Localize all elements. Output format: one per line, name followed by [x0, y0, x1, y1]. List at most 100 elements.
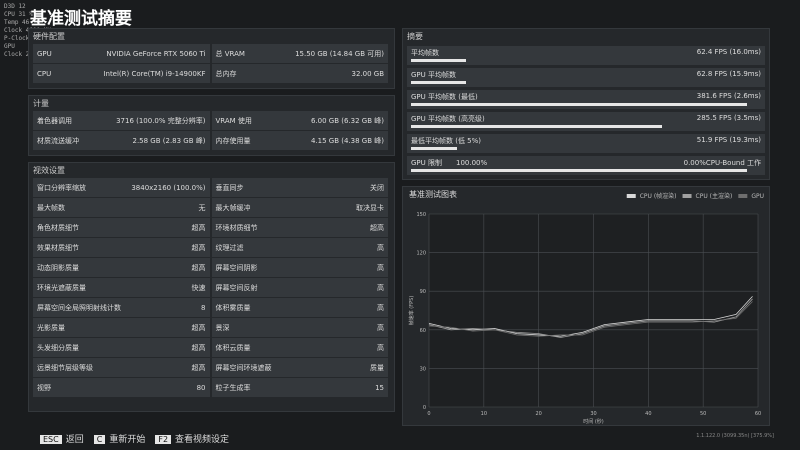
setting-label: 纹理过滤 [215, 243, 244, 252]
setting-label: 屏幕空间全局照明射线计数 [37, 303, 121, 312]
setting-label: 角色材质细节 [37, 223, 79, 232]
setting-label: 动态阴影质量 [37, 263, 79, 272]
setting: 着色器调用 3716 (100.0% 完整分辨率) [33, 111, 210, 130]
setting-label: 屏幕空间环境遮蔽 [215, 363, 272, 372]
settings-row: 光影质量 超高 景深 高 [33, 318, 390, 337]
summary-row: GPU 平均帧数 62.8 FPS (15.9ms) [407, 68, 765, 87]
x-axis-label: 时间 (秒) [583, 418, 604, 425]
chart-panel: 基准测试图表 0 30 60 90 120 150 0 10 20 30 40 50 60 时间 (秒) 帧速… [402, 186, 770, 426]
x-tick-label: 20 [535, 411, 541, 417]
setting: 动态阴影质量 超高 [33, 258, 210, 277]
settings-row: 效果材质细节 超高 纹理过滤 高 [33, 238, 390, 257]
setting-label: 体积雾质量 [215, 303, 251, 312]
fps-bar [411, 81, 467, 84]
setting-value: 超高 [191, 323, 206, 332]
legend-label: CPU (帧渲染) [640, 192, 677, 200]
y-tick-label: 30 [420, 366, 426, 372]
setting: 屏幕空间全局照明射线计数 8 [33, 298, 210, 317]
setting-value: 超高 [191, 223, 206, 232]
settings-row: 角色材质细节 超高 环境材质细节 超高 [33, 218, 390, 237]
setting-value: 4.15 GB (4.38 GB 峰) [311, 136, 384, 145]
setting: 景深 高 [211, 318, 388, 337]
section-panel: 硬件配置 GPU NVIDIA GeForce RTX 5060 Ti 总 VRAM 1… [28, 28, 395, 89]
setting-value: 高 [377, 343, 384, 352]
summary-value: 381.6 FPS (2.6ms) [697, 92, 761, 100]
setting-value: 高 [377, 283, 384, 292]
legend-label: CPU (主渲染) [696, 192, 733, 200]
setting-value: 3840x2160 (100.0%) [131, 183, 206, 192]
fps-bar [411, 103, 747, 106]
key-label: 返回 [65, 435, 84, 445]
setting: 纹理过滤 高 [211, 238, 388, 257]
setting-value: 2.58 GB (2.83 GB 峰) [132, 136, 206, 145]
setting-label: 着色器调用 [37, 116, 72, 125]
setting-value: 80 [196, 383, 206, 392]
limit-row: GPU 限制 100.00% 0.00%CPU-Bound 工作 [407, 156, 765, 175]
settings-row: GPU NVIDIA GeForce RTX 5060 Ti 总 VRAM 15.50… [33, 44, 390, 63]
setting: 最大帧缓冲 取决显卡 [211, 198, 388, 217]
summary-label: GPU 平均帧数 [411, 71, 456, 79]
setting: VRAM 使用 6.00 GB (6.32 GB 峰) [211, 111, 388, 130]
summary-value: 51.9 FPS (19.3ms) [697, 136, 761, 144]
settings-row: 着色器调用 3716 (100.0% 完整分辨率) VRAM 使用 6.00 GB (… [33, 111, 390, 130]
legend-swatch [682, 194, 692, 198]
settings-row: 材质流送缓冲 2.58 GB (2.83 GB 峰) 内存使用量 4.15 GB (4… [33, 131, 390, 150]
key-hint: C 重新开始 [93, 432, 145, 445]
setting-label: 屏幕空间阴影 [215, 263, 258, 272]
setting: 环境光遮蔽质量 快速 [33, 278, 210, 297]
page-title: 基准测试摘要 [30, 9, 132, 29]
setting-label: VRAM 使用 [215, 116, 252, 125]
setting-label: 屏幕空间反射 [215, 283, 258, 292]
setting: 光影质量 超高 [33, 318, 210, 337]
setting-value: 8 [201, 303, 206, 312]
setting-label: 材质流送缓冲 [37, 136, 79, 145]
setting-label: GPU [37, 49, 52, 58]
setting-value: 32.00 GB [351, 69, 385, 78]
setting-value: 质量 [370, 363, 384, 372]
setting-value: 超高 [191, 343, 206, 352]
y-tick-label: 150 [416, 212, 426, 218]
section-title: 计量 [33, 99, 49, 108]
section-title: 硬件配置 [33, 32, 65, 41]
summary-value: 62.4 FPS (16.0ms) [697, 48, 761, 56]
setting-value: Intel(R) Core(TM) i9-14900KF [103, 69, 206, 78]
settings-row: 最大帧数 无最大帧缓冲 取决显卡 [33, 198, 390, 217]
summary-value: 285.5 FPS (3.5ms) [697, 114, 761, 122]
setting-label: 体积云质量 [215, 343, 251, 352]
legend-label: GPU [751, 193, 764, 200]
setting-value: 高 [377, 303, 384, 312]
setting-value: 超高 [191, 363, 206, 372]
setting-label: CPU [37, 69, 52, 78]
fps: 62.8 FPS [696, 70, 728, 78]
setting-value: 超高 [370, 223, 384, 232]
setting: 远景细节层级等级 超高 [33, 358, 210, 377]
setting: 体积云质量 高 [211, 338, 388, 357]
setting: 屏幕空间环境遮蔽 质量 [211, 358, 388, 377]
setting-value: 3716 (100.0% 完整分辨率) [116, 116, 206, 125]
key-cap: F2 [155, 435, 172, 444]
key-cap: C [93, 435, 106, 444]
setting-label: 垂直同步 [215, 183, 244, 192]
summary-row: 平均帧数 62.4 FPS (16.0ms) [407, 46, 765, 65]
osd-line: Temp 46 °C [4, 19, 41, 26]
setting-label: 粒子生成率 [215, 383, 251, 392]
frametime: (3.5ms) [733, 114, 761, 122]
setting-value: 6.00 GB (6.32 GB 峰) [311, 116, 384, 125]
series-line [428, 301, 753, 337]
settings-row: 头发细分质量 超高 体积云质量 高 [33, 338, 390, 357]
x-tick-label: 40 [645, 411, 651, 417]
setting-label: 环境光遮蔽质量 [37, 283, 86, 292]
setting: 效果材质细节 超高 [33, 238, 210, 257]
fps-bar [411, 147, 457, 150]
setting-value: 关闭 [370, 183, 384, 192]
y-tick-label: 60 [420, 328, 426, 334]
chart: 基准测试图表 0 30 60 90 120 150 0 10 20 30 40 50 60 时间 (秒) 帧速… [408, 189, 764, 425]
y-tick-label: 120 [416, 251, 426, 257]
setting: 环境材质细节 超高 [211, 218, 388, 237]
summary-label: GPU 平均帧数 (高亮级) [411, 115, 485, 123]
cpu-pct: 0.00% [683, 159, 706, 167]
y-tick-label: 90 [420, 289, 426, 295]
setting: 屏幕空间阴影 高 [211, 258, 388, 277]
settings-row: 屏幕空间全局照明射线计数 8 体积雾质量 高 [33, 298, 390, 317]
setting-value: 超高 [191, 263, 206, 272]
